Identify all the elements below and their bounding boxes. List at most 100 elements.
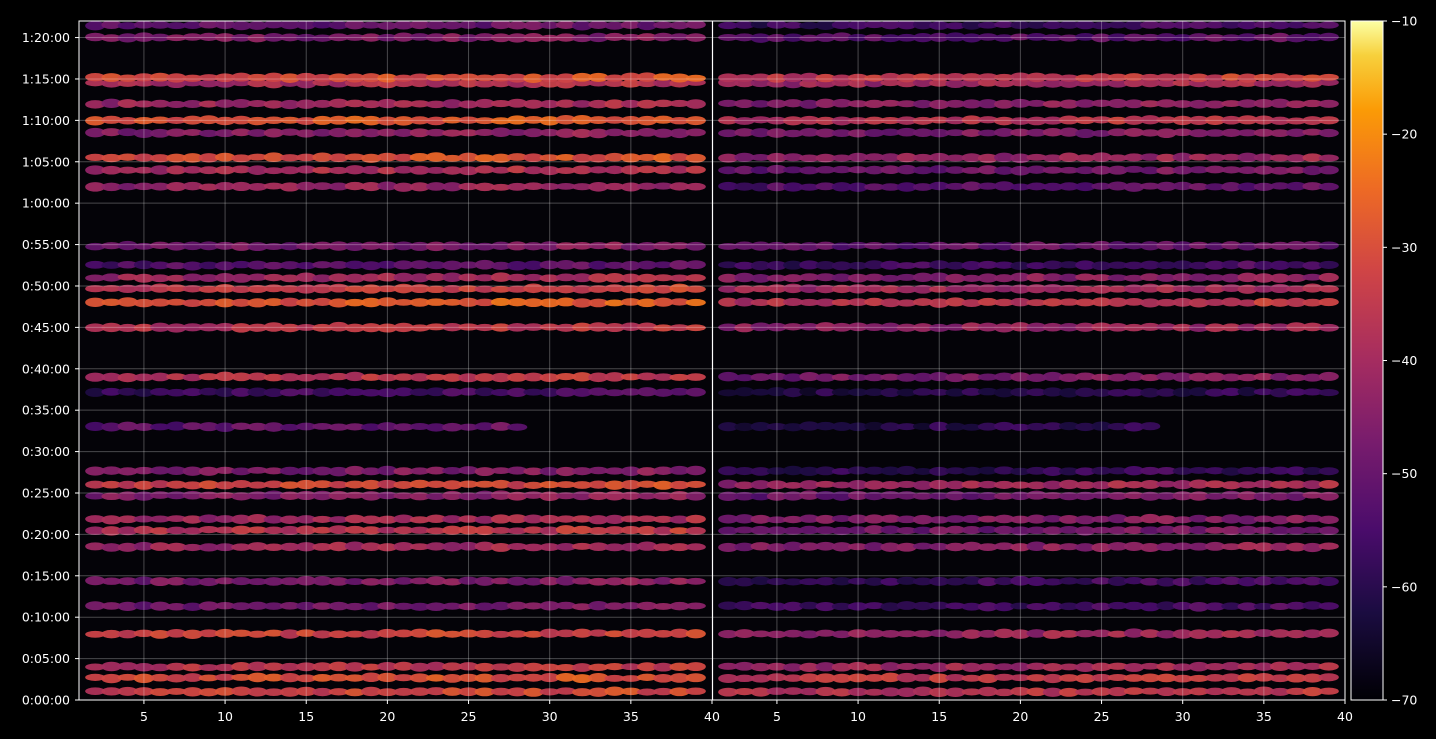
heatmap-cell: [766, 577, 787, 586]
heatmap-cell: [1270, 602, 1291, 610]
heatmap-cell: [458, 687, 479, 697]
heatmap-cell: [1075, 515, 1096, 525]
heatmap-cell: [1318, 323, 1339, 332]
heatmap-cell: [117, 577, 138, 586]
heatmap-cell: [1253, 491, 1274, 501]
heatmap-cell: [458, 423, 479, 431]
heatmap-cell: [312, 182, 333, 190]
heatmap-cell: [296, 153, 317, 162]
heatmap-cell: [685, 514, 706, 524]
heatmap-cell: [1140, 577, 1161, 586]
heatmap-cell: [1075, 526, 1096, 536]
heatmap-cell: [101, 182, 122, 192]
heatmap-cell: [718, 422, 739, 432]
heatmap-cell: [133, 576, 154, 586]
heatmap-cell: [279, 33, 301, 42]
heatmap-cell: [523, 182, 544, 190]
heatmap-cell: [198, 79, 219, 88]
heatmap-cell: [458, 297, 479, 307]
heatmap-cell: [1107, 79, 1128, 88]
heatmap-cell: [685, 324, 706, 332]
heatmap-cell: [1188, 285, 1209, 294]
heatmap-cell: [361, 491, 382, 501]
heatmap-cell: [409, 628, 430, 638]
heatmap-cell: [361, 261, 382, 271]
heatmap-cell: [1107, 21, 1128, 29]
heatmap-cell: [1026, 687, 1047, 697]
heatmap-cell: [1075, 322, 1096, 332]
heatmap-cell: [766, 480, 787, 490]
heatmap-cell: [977, 33, 998, 41]
heatmap-cell: [1253, 480, 1274, 489]
heatmap-cell: [588, 285, 609, 293]
heatmap-cell: [637, 21, 658, 31]
heatmap-cell: [231, 181, 252, 192]
heatmap-cell: [734, 33, 755, 42]
heatmap-cell: [1302, 322, 1323, 332]
heatmap-cell: [604, 526, 625, 535]
heatmap-cell: [101, 21, 122, 30]
heatmap-cell: [555, 466, 576, 477]
heatmap-cell: [1318, 687, 1339, 695]
heatmap-cell: [1205, 78, 1226, 88]
heatmap-cell: [1107, 154, 1128, 162]
heatmap-cell: [442, 21, 463, 30]
heatmap-cell: [604, 323, 625, 333]
heatmap-cell: [945, 422, 966, 431]
heatmap-cell: [1059, 298, 1080, 306]
heatmap-cell: [864, 388, 885, 397]
heatmap-cell: [247, 542, 268, 551]
heatmap-cell: [328, 79, 349, 88]
heatmap-cell: [1205, 576, 1226, 586]
heatmap-cell: [1091, 388, 1112, 397]
heatmap-cell: [977, 322, 998, 332]
heatmap-cell: [1172, 629, 1193, 639]
heatmap-cell: [831, 688, 852, 697]
heatmap-cell: [929, 629, 950, 637]
heatmap-cell: [929, 165, 950, 174]
heatmap-cell: [474, 515, 495, 524]
heatmap-cell: [1318, 628, 1339, 638]
heatmap-cell: [1123, 515, 1145, 524]
heatmap-cell: [1042, 687, 1063, 697]
heatmap-cell: [490, 542, 512, 552]
heatmap-cell: [474, 541, 495, 551]
heatmap-cell: [945, 73, 966, 82]
heatmap-cell: [215, 387, 236, 397]
heatmap-cell: [523, 662, 544, 672]
heatmap-cell: [1107, 674, 1128, 682]
heatmap-cell: [426, 323, 447, 331]
heatmap-cell: [377, 491, 398, 500]
heatmap-cell: [474, 422, 495, 431]
heatmap-cell: [458, 100, 479, 109]
heatmap-cell: [361, 663, 382, 671]
heatmap-cell: [117, 673, 138, 681]
heatmap-cell: [1237, 466, 1258, 475]
heatmap-cell: [523, 577, 544, 586]
heatmap-cell: [1270, 166, 1291, 175]
heatmap-cell: [815, 541, 836, 551]
heatmap-cell: [312, 73, 333, 82]
heatmap-cell: [231, 115, 252, 125]
heatmap-cell: [328, 273, 349, 282]
heatmap-cell: [912, 542, 934, 550]
heatmap-cell: [815, 601, 836, 612]
heatmap-cell: [831, 388, 852, 396]
heatmap-cell: [929, 492, 950, 500]
heatmap-cell: [620, 491, 641, 500]
heatmap-cell: [1091, 322, 1112, 332]
heatmap-cell: [831, 662, 852, 672]
heatmap-cell: [377, 672, 398, 683]
heatmap-cell: [1172, 152, 1193, 162]
heatmap-cell: [296, 662, 317, 672]
heatmap-cell: [1172, 525, 1193, 535]
heatmap-cell: [1156, 480, 1177, 488]
heatmap-cell: [1237, 166, 1258, 175]
heatmap-cell: [1221, 387, 1242, 397]
heatmap-cell: [150, 663, 171, 672]
heatmap-cell: [945, 515, 966, 523]
heatmap-cell: [312, 166, 333, 174]
heatmap-cell: [426, 674, 447, 682]
heatmap-cell: [490, 490, 512, 500]
heatmap-cell: [604, 79, 625, 88]
